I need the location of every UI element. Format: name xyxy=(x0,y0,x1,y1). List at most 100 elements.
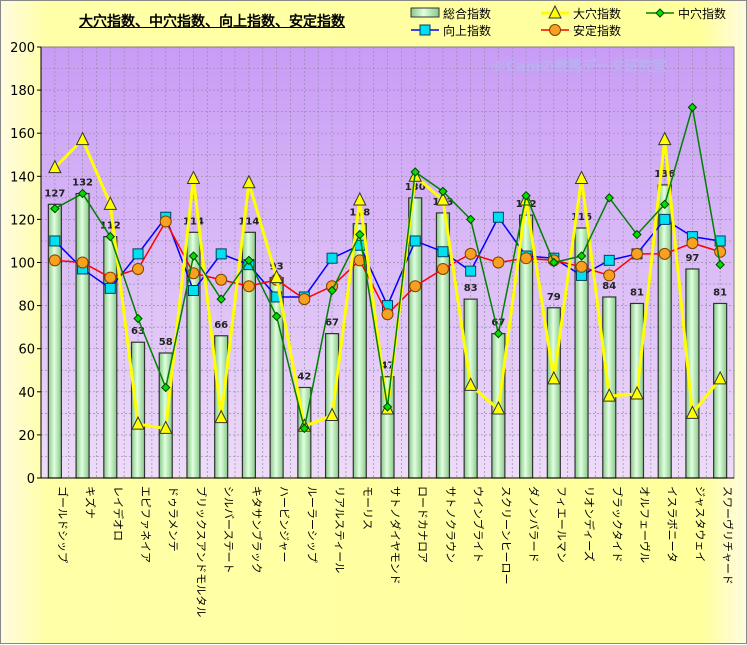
x-tick-label: ダノンバラード xyxy=(527,486,541,563)
point-series-2 xyxy=(576,251,587,261)
point-series-2 xyxy=(465,214,476,225)
x-tick-label: ロードカナロア xyxy=(416,486,429,563)
x-tick-label: ブリックスアンドモルタル xyxy=(194,486,208,617)
x-tick-label: サトノクラウン xyxy=(444,486,457,563)
point-series-2 xyxy=(271,311,282,322)
bar-data-label: 114 xyxy=(238,216,259,227)
point-series-4 xyxy=(520,252,533,265)
point-series-3 xyxy=(104,282,116,294)
point-series-2 xyxy=(133,313,143,324)
point-series-3 xyxy=(603,254,615,266)
point-series-4 xyxy=(714,245,727,258)
bar-data-label: 81 xyxy=(713,287,727,298)
point-series-3 xyxy=(215,248,227,260)
legend-label: 大穴指数 xyxy=(573,6,621,21)
point-series-1 xyxy=(436,191,450,206)
point-series-2 xyxy=(299,423,310,434)
bar-total xyxy=(380,376,395,479)
bar-total xyxy=(130,341,146,479)
point-series-4 xyxy=(603,269,616,282)
bar-data-label: 66 xyxy=(214,320,228,331)
point-series-2 xyxy=(50,203,60,214)
y-tick-label: 180 xyxy=(10,84,35,99)
point-series-4 xyxy=(658,247,671,260)
bar-data-label: 127 xyxy=(44,188,65,199)
point-series-4 xyxy=(132,262,145,275)
point-series-4 xyxy=(242,280,255,293)
point-series-4 xyxy=(575,260,588,273)
point-series-3 xyxy=(492,211,504,223)
legend-label: 安定指数 xyxy=(573,23,621,38)
point-series-4 xyxy=(353,254,366,267)
point-series-2 xyxy=(244,255,254,266)
point-series-3 xyxy=(659,213,671,225)
point-series-4 xyxy=(464,247,477,260)
bar-data-label: 116 xyxy=(571,212,592,223)
point-series-1 xyxy=(186,170,201,184)
point-series-4 xyxy=(686,237,699,250)
bar-data-label: 136 xyxy=(654,169,675,180)
point-series-2 xyxy=(493,328,504,339)
y-tick-label: 60 xyxy=(18,343,35,358)
legend-label: 向上指数 xyxy=(443,23,491,38)
point-series-1 xyxy=(463,377,478,391)
x-tick-label: イスラボニータ xyxy=(666,486,679,563)
point-series-4 xyxy=(381,308,394,321)
point-series-1 xyxy=(547,370,561,385)
x-tick-label: レイデオロ xyxy=(111,486,125,541)
x-tick-label: ウインブライト xyxy=(472,486,486,563)
point-series-1 xyxy=(602,387,617,402)
bar-total xyxy=(546,307,561,479)
point-series-2 xyxy=(604,193,614,203)
x-tick-label: リオンディーズ xyxy=(583,486,597,562)
bar-data-label: 93 xyxy=(270,262,284,273)
point-series-4 xyxy=(409,280,422,293)
point-series-2 xyxy=(715,259,725,270)
legend-label: 中穴指数 xyxy=(678,6,726,21)
point-series-1 xyxy=(325,407,339,422)
point-series-1 xyxy=(75,131,90,146)
point-series-3 xyxy=(132,248,144,260)
point-series-1 xyxy=(103,196,118,210)
point-series-1 xyxy=(657,131,672,146)
x-tick-label: リアルスティール xyxy=(333,486,346,573)
x-tick-label: モーリス xyxy=(361,486,374,530)
bar-data-label: 84 xyxy=(602,281,616,292)
point-series-3 xyxy=(465,265,477,277)
point-series-4 xyxy=(630,247,643,260)
bar-data-label: 67 xyxy=(325,318,339,329)
point-series-1 xyxy=(352,191,367,206)
point-series-1 xyxy=(685,405,700,419)
x-tick-label: ゴールドシップ xyxy=(56,486,70,563)
bar-data-label: 83 xyxy=(464,283,478,294)
bar-data-label: 112 xyxy=(100,221,121,232)
x-tick-label: キタサンブラック xyxy=(250,486,264,574)
bar-total xyxy=(75,192,90,479)
x-tick-label: スワーヴリチャード xyxy=(721,486,735,585)
x-tick-label: ルーラーシップ xyxy=(305,486,318,563)
point-series-1 xyxy=(491,400,506,415)
x-tick-label: ドゥラメンテ xyxy=(167,486,180,552)
point-series-2 xyxy=(77,188,88,199)
point-series-1 xyxy=(630,385,644,400)
point-series-3 xyxy=(49,235,61,247)
point-series-1 xyxy=(158,420,173,434)
point-series-2 xyxy=(549,257,559,268)
point-series-4 xyxy=(492,256,505,269)
x-tick-label: サトノダイヤモンド xyxy=(389,486,403,585)
point-series-2 xyxy=(327,285,337,296)
y-tick-label: 100 xyxy=(10,257,35,272)
legend-swatch-bar xyxy=(410,7,440,18)
point-series-1 xyxy=(131,416,145,430)
point-series-3 xyxy=(409,235,421,247)
point-series-4 xyxy=(159,215,172,228)
bar-data-label: 114 xyxy=(183,216,204,227)
y-tick-label: 160 xyxy=(10,127,35,142)
bar-data-label: 79 xyxy=(547,292,561,303)
point-series-1 xyxy=(48,159,62,174)
point-series-4 xyxy=(215,273,228,286)
point-series-2 xyxy=(188,251,199,261)
y-tick-label: 0 xyxy=(27,472,35,487)
